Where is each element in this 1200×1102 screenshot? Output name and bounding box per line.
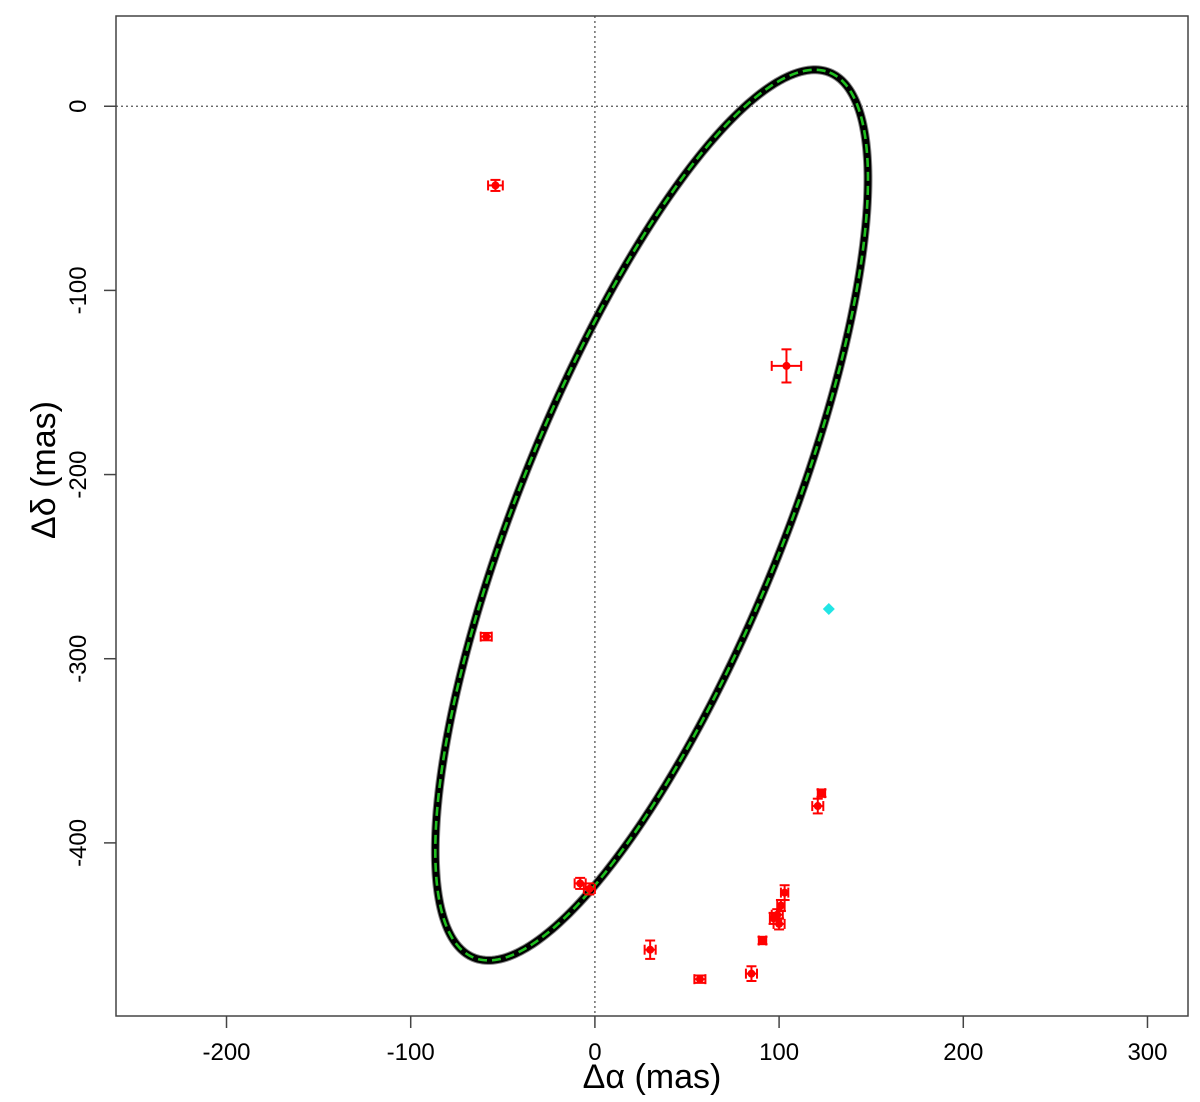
marker-circle <box>491 181 500 190</box>
x-axis-label: Δα (mas) <box>583 1058 722 1096</box>
marker-circle <box>813 802 822 811</box>
x-tick-label: 200 <box>943 1039 983 1066</box>
data-point <box>479 631 493 642</box>
orbit-best-fit-line <box>433 68 870 962</box>
y-tick-label: -300 <box>65 635 92 683</box>
x-tick-label: -100 <box>387 1039 435 1066</box>
x-tick-label: -200 <box>202 1039 250 1066</box>
marker-circle <box>817 789 826 798</box>
y-tick-label: -400 <box>65 819 92 867</box>
marker-circle <box>780 888 789 897</box>
orbit-uncertainty-band <box>431 66 872 964</box>
marker-circle <box>576 879 585 888</box>
data-point <box>811 797 825 815</box>
y-tick-label: -200 <box>65 451 92 499</box>
marker-circle <box>776 901 785 910</box>
y-tick-label: 0 <box>65 100 92 113</box>
plot-frame <box>115 15 1189 1017</box>
x-tick-label: 300 <box>1127 1039 1167 1066</box>
data-point <box>693 974 707 985</box>
ticks: -200 -100 0 100 200 300 0 -100 -200 -300 -400 <box>65 100 1168 1066</box>
marker-circle <box>782 361 791 370</box>
x-tick-label: 0 <box>588 1039 601 1066</box>
y-axis-label: Δδ (mas) <box>25 401 63 539</box>
data-point <box>757 935 768 946</box>
marker-circle <box>758 936 767 945</box>
reference-lines <box>116 16 1188 1016</box>
data-point <box>822 603 835 616</box>
x-tick-label: 100 <box>759 1039 799 1066</box>
data-points <box>479 178 835 985</box>
data-point <box>643 939 657 960</box>
marker-circle <box>695 975 704 984</box>
axes <box>115 15 1189 1017</box>
y-tick-label: -100 <box>65 266 92 314</box>
marker-circle <box>747 969 756 978</box>
marker-diamond <box>822 603 835 616</box>
marker-circle <box>646 945 655 954</box>
data-point <box>744 965 758 983</box>
data-point <box>768 911 779 925</box>
orbit-uncertainty-band-outer <box>430 65 873 965</box>
marker-circle <box>769 914 778 923</box>
data-point <box>816 788 827 799</box>
data-point <box>487 178 504 192</box>
data-point <box>770 348 803 384</box>
data-point <box>582 882 596 896</box>
marker-circle <box>482 632 491 641</box>
orbit-fit <box>430 65 873 965</box>
data-point <box>779 884 790 901</box>
marker-circle <box>585 884 594 893</box>
